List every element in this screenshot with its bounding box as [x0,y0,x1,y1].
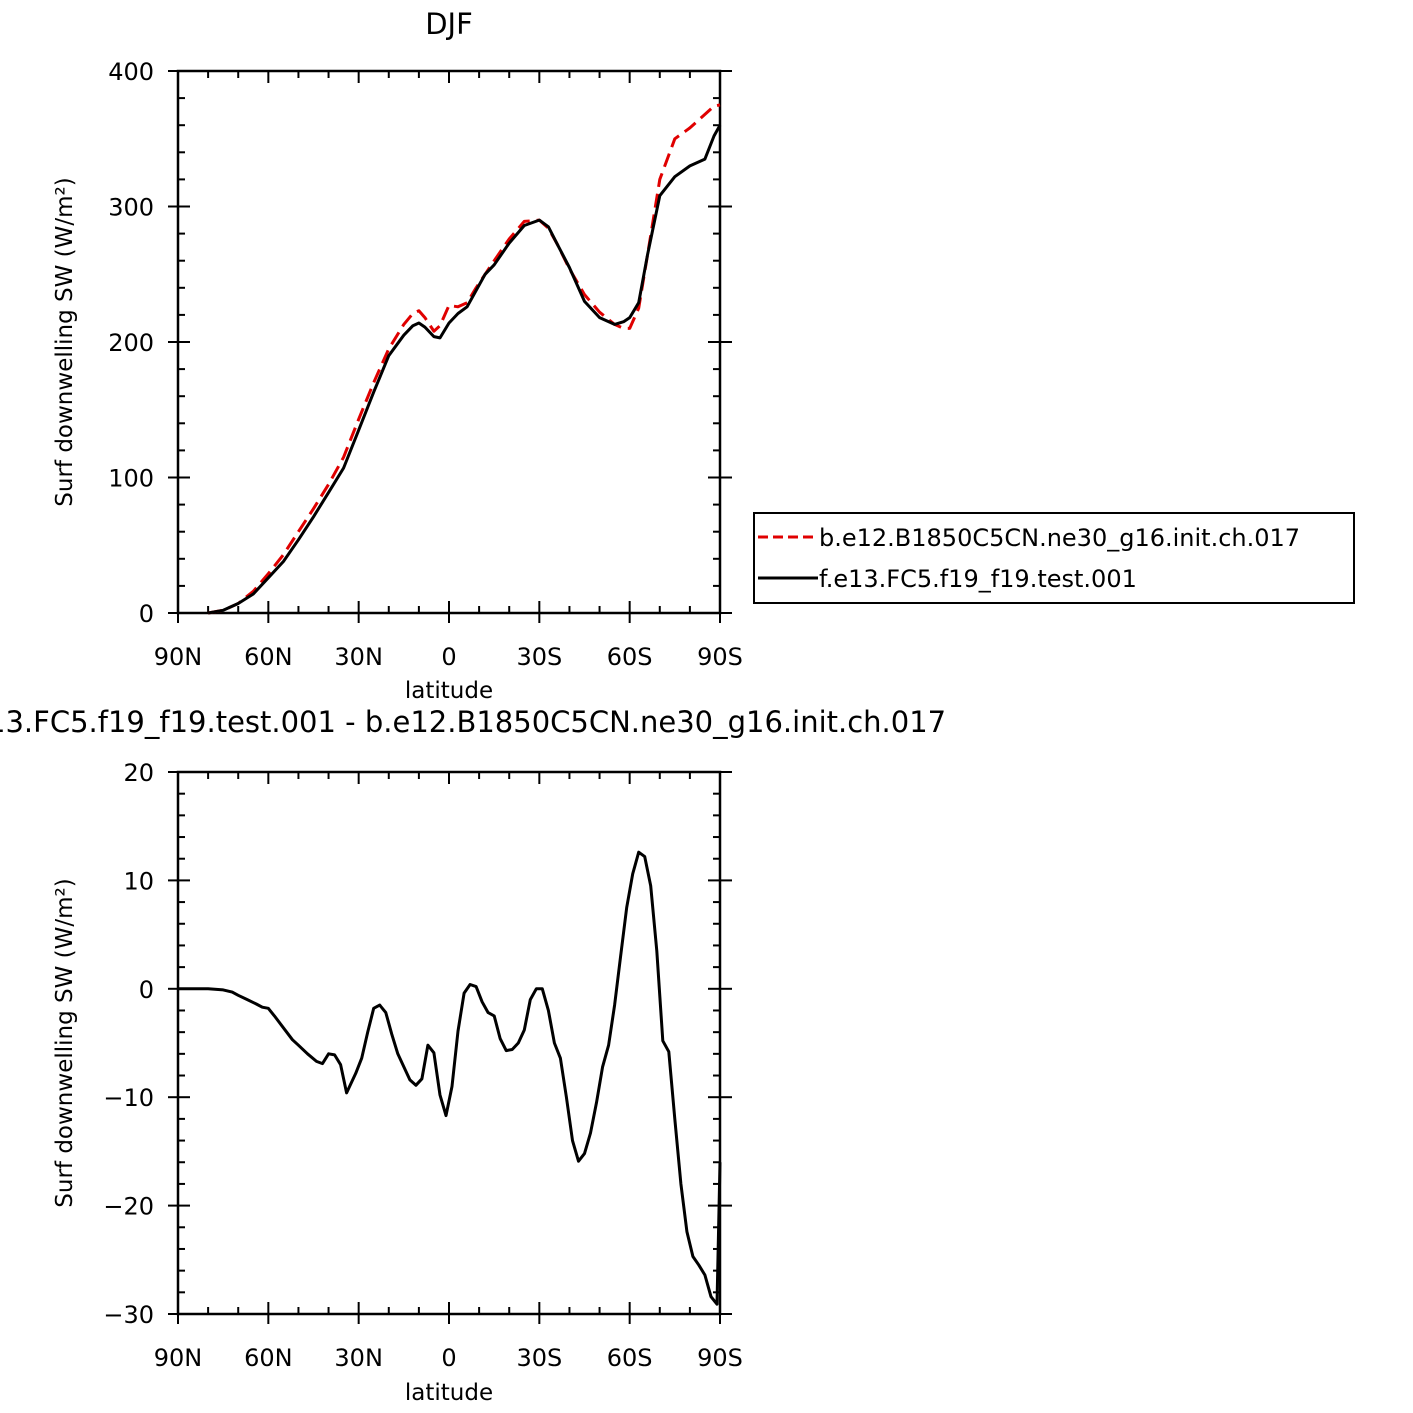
x-tick-label: 0 [441,643,456,671]
y-tick-label: 0 [139,600,154,628]
x-tick-label: 60N [244,643,293,671]
series-line-0 [207,103,721,615]
y-tick-label: −20 [103,1193,154,1221]
plot-frame [176,69,722,615]
x-tick-label: 30N [334,643,383,671]
legend: b.e12.B1850C5CN.ne30_g16.init.ch.017 f.e1… [753,512,1355,604]
x-tick-label: 60N [244,1344,293,1372]
series-line-1 [207,124,722,615]
x-tick-label: 90N [154,643,203,671]
legend-box [753,512,1355,604]
y-axis-label: Surf downwelling SW (W/m²) [52,177,78,506]
x-tick-label: 30S [516,643,562,671]
y-tick-label: 10 [123,867,154,895]
y-tick-label: −30 [103,1301,154,1329]
x-tick-label: 90S [697,643,743,671]
x-axis-label: latitude [405,1380,493,1406]
x-axis-label: latitude [405,678,493,704]
y-tick-label: 20 [123,759,154,787]
legend-label-1: f.e13.FC5.f19_f19.test.001 [819,565,1137,593]
y-tick-label: 300 [108,194,154,222]
chart-title: DJF [425,7,473,41]
y-tick-label: 0 [139,976,154,1004]
chart-title: f.e13.FC5.f19_f19.test.001 - b.e12.B1850… [0,705,946,739]
y-tick-label: 200 [108,329,154,357]
x-tick-label: 60S [607,1344,653,1372]
x-tick-label: 90N [154,1344,203,1372]
y-tick-label: 400 [108,58,154,86]
bottom-panel: 90N 60N 30N 0 30S 60S 90S −30 −20 −10 0 10 20 latitud… [0,705,946,1406]
x-tick-label: 60S [607,643,653,671]
x-tick-label: 30S [516,1344,562,1372]
y-tick-label: −10 [103,1084,154,1112]
series-line-0 [178,850,722,1306]
top-panel: 90N 60N 30N 0 30S 60S 90S 0 100 200 300 400 latitude… [52,7,743,704]
x-tick-label: 30N [334,1344,383,1372]
y-tick-label: 100 [108,465,154,493]
legend-label-0: b.e12.B1850C5CN.ne30_g16.init.ch.017 [819,524,1300,552]
x-tick-label: 90S [697,1344,743,1372]
y-axis-label: Surf downwelling SW (W/m²) [52,878,78,1207]
x-tick-label: 0 [441,1344,456,1372]
